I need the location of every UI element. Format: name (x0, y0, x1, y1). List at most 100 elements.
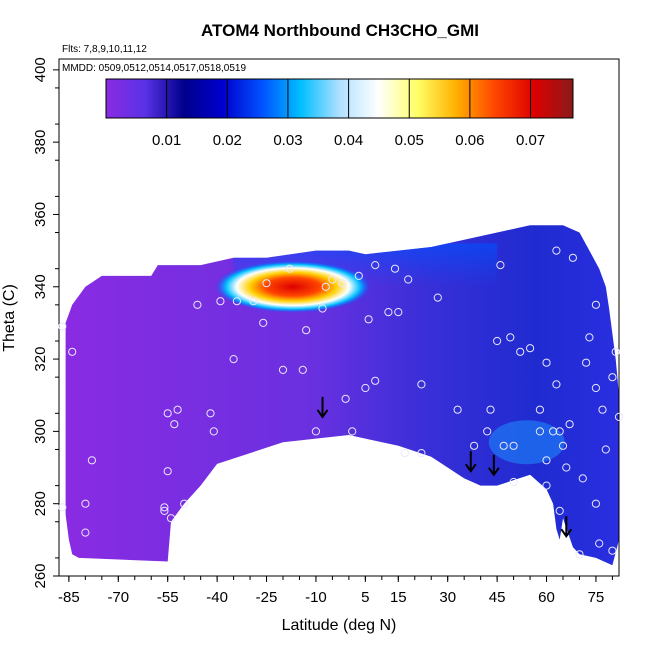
observation-point (575, 550, 584, 559)
y-tick-label: 380 (32, 130, 49, 155)
observation-point (81, 499, 90, 508)
observation-point (433, 293, 442, 302)
observation-point (180, 499, 189, 508)
down-arrow (488, 454, 500, 477)
observation-point (516, 347, 525, 356)
observation-point (417, 380, 426, 389)
observation-point (578, 474, 587, 483)
observation-point (486, 405, 495, 414)
observation-point (555, 506, 564, 515)
flights-annotation: Flts: 7,8,9,10,11,12 (62, 44, 147, 55)
observation-point (591, 383, 601, 393)
observation-point (311, 427, 320, 436)
colorbar-tick-label: 0.06 (455, 132, 484, 149)
colorbar-tick-label: 0.01 (152, 132, 181, 149)
heatmap-hotspot (214, 260, 371, 313)
observation-point (526, 344, 535, 353)
observation-point (371, 261, 380, 270)
observation-point (206, 409, 215, 418)
observation-point (404, 275, 413, 284)
colorbar-tick-label: 0.05 (395, 132, 424, 149)
observation-point (611, 347, 620, 356)
observation-point (348, 427, 357, 436)
x-tick-label: 30 (439, 589, 456, 606)
y-tick-label: 360 (32, 202, 49, 227)
observation-point (483, 427, 492, 436)
arrows (316, 396, 573, 538)
observation-point (506, 333, 515, 342)
observation-point (58, 503, 67, 512)
observation-point (552, 380, 561, 389)
observation-point (598, 405, 607, 414)
observation-point (341, 394, 350, 403)
x-tick-label: -85 (58, 589, 80, 606)
y-tick-label: 300 (32, 419, 49, 444)
observation-point (170, 420, 179, 429)
observation-point (384, 308, 393, 317)
observation-point (470, 441, 479, 450)
observation-point (249, 297, 258, 306)
down-arrow (316, 396, 329, 419)
x-tick-label: 5 (361, 589, 369, 606)
observation-point (216, 297, 225, 306)
observation-point (595, 539, 604, 548)
x-tick-label: -70 (107, 589, 129, 606)
observation-point (259, 318, 268, 327)
colorbar-tick-label: 0.02 (213, 132, 242, 149)
observation-point (509, 477, 518, 487)
x-tick-label: -25 (256, 589, 278, 606)
observation-point (173, 405, 182, 414)
observation-point (81, 528, 90, 537)
observation-point (565, 420, 574, 429)
observation-point (608, 373, 617, 382)
y-tick-label: 280 (32, 491, 49, 516)
observation-point (542, 456, 551, 465)
observation-point (608, 546, 617, 555)
observation-point (354, 271, 363, 280)
colorbar (105, 78, 574, 119)
x-axis-label: Latitude (deg N) (282, 617, 397, 634)
observation-point (562, 463, 571, 472)
observation-point (614, 412, 624, 421)
observation-point (555, 427, 564, 436)
down-arrow (560, 516, 573, 538)
observation-point (390, 264, 400, 273)
x-tick-label: -10 (305, 589, 327, 606)
observation-point (499, 441, 508, 450)
observation-point (209, 427, 218, 436)
observation-point (321, 282, 330, 291)
colorbar-tick-label: 0.04 (334, 132, 363, 149)
observation-point (318, 304, 327, 313)
observation-point (160, 503, 169, 512)
observation-point (453, 405, 462, 414)
observation-point (232, 297, 241, 306)
x-tick-label: 75 (588, 589, 605, 606)
colorbar-tick-label: 0.07 (516, 132, 545, 149)
chart-title: ATOM4 Northbound CH3CHO_GMI (201, 21, 479, 40)
observation-point (262, 279, 271, 288)
y-tick-label: 400 (32, 57, 49, 82)
x-tick-label: -40 (206, 589, 228, 606)
observation-point (417, 449, 426, 458)
observation-point (585, 333, 594, 342)
y-tick-label: 320 (32, 347, 49, 372)
observation-point (496, 261, 505, 270)
observation-point (400, 449, 409, 458)
observation-point (591, 300, 601, 309)
observation-points (58, 246, 624, 559)
observation-point (591, 499, 601, 508)
observation-point (542, 358, 551, 367)
observation-point (298, 365, 307, 374)
observation-point (493, 336, 502, 346)
observation-point (87, 456, 97, 465)
plot-frame (58, 58, 620, 577)
observation-point (568, 253, 578, 262)
y-tick-label: 340 (32, 274, 49, 299)
observation-point (371, 376, 380, 385)
observation-point (361, 383, 370, 393)
x-tick-label: -55 (157, 589, 179, 606)
observation-point (68, 347, 77, 356)
x-tick-label: 60 (538, 589, 555, 606)
observation-point (542, 481, 551, 490)
